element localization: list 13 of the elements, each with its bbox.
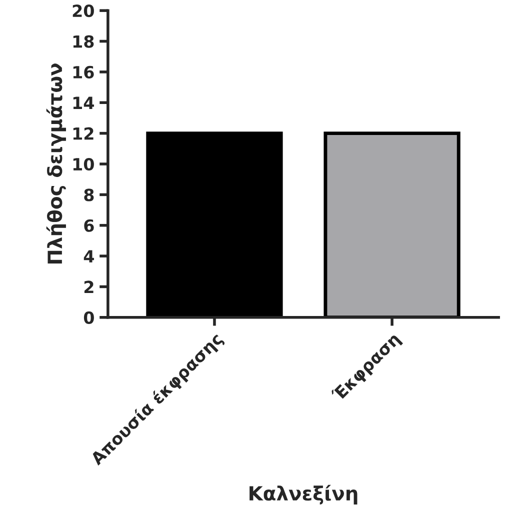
y-tick-label: 20	[72, 4, 94, 18]
y-axis-title: Πλήθος δειγμάτων	[46, 64, 66, 264]
y-tick-label: 0	[84, 311, 94, 324]
y-tick-label: 4	[84, 250, 94, 262]
y-tick-label: 16	[73, 66, 94, 79]
y-tick-label: 14	[73, 96, 94, 109]
y-tick-label: 2	[84, 280, 94, 294]
y-tick-label: 18	[73, 35, 94, 48]
y-tick-label: 12	[73, 127, 94, 140]
y-tick-label: 8	[84, 188, 94, 202]
x-axis-title: Καλνεξίνη	[250, 484, 358, 504]
y-tick-label: 6	[84, 219, 94, 232]
y-tick-label: 10	[73, 158, 94, 171]
